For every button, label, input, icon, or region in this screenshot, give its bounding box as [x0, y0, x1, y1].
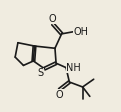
Text: OH: OH	[74, 27, 89, 37]
Text: O: O	[49, 14, 57, 24]
Text: NH: NH	[66, 63, 81, 73]
Text: S: S	[37, 68, 43, 78]
Text: O: O	[56, 90, 63, 100]
